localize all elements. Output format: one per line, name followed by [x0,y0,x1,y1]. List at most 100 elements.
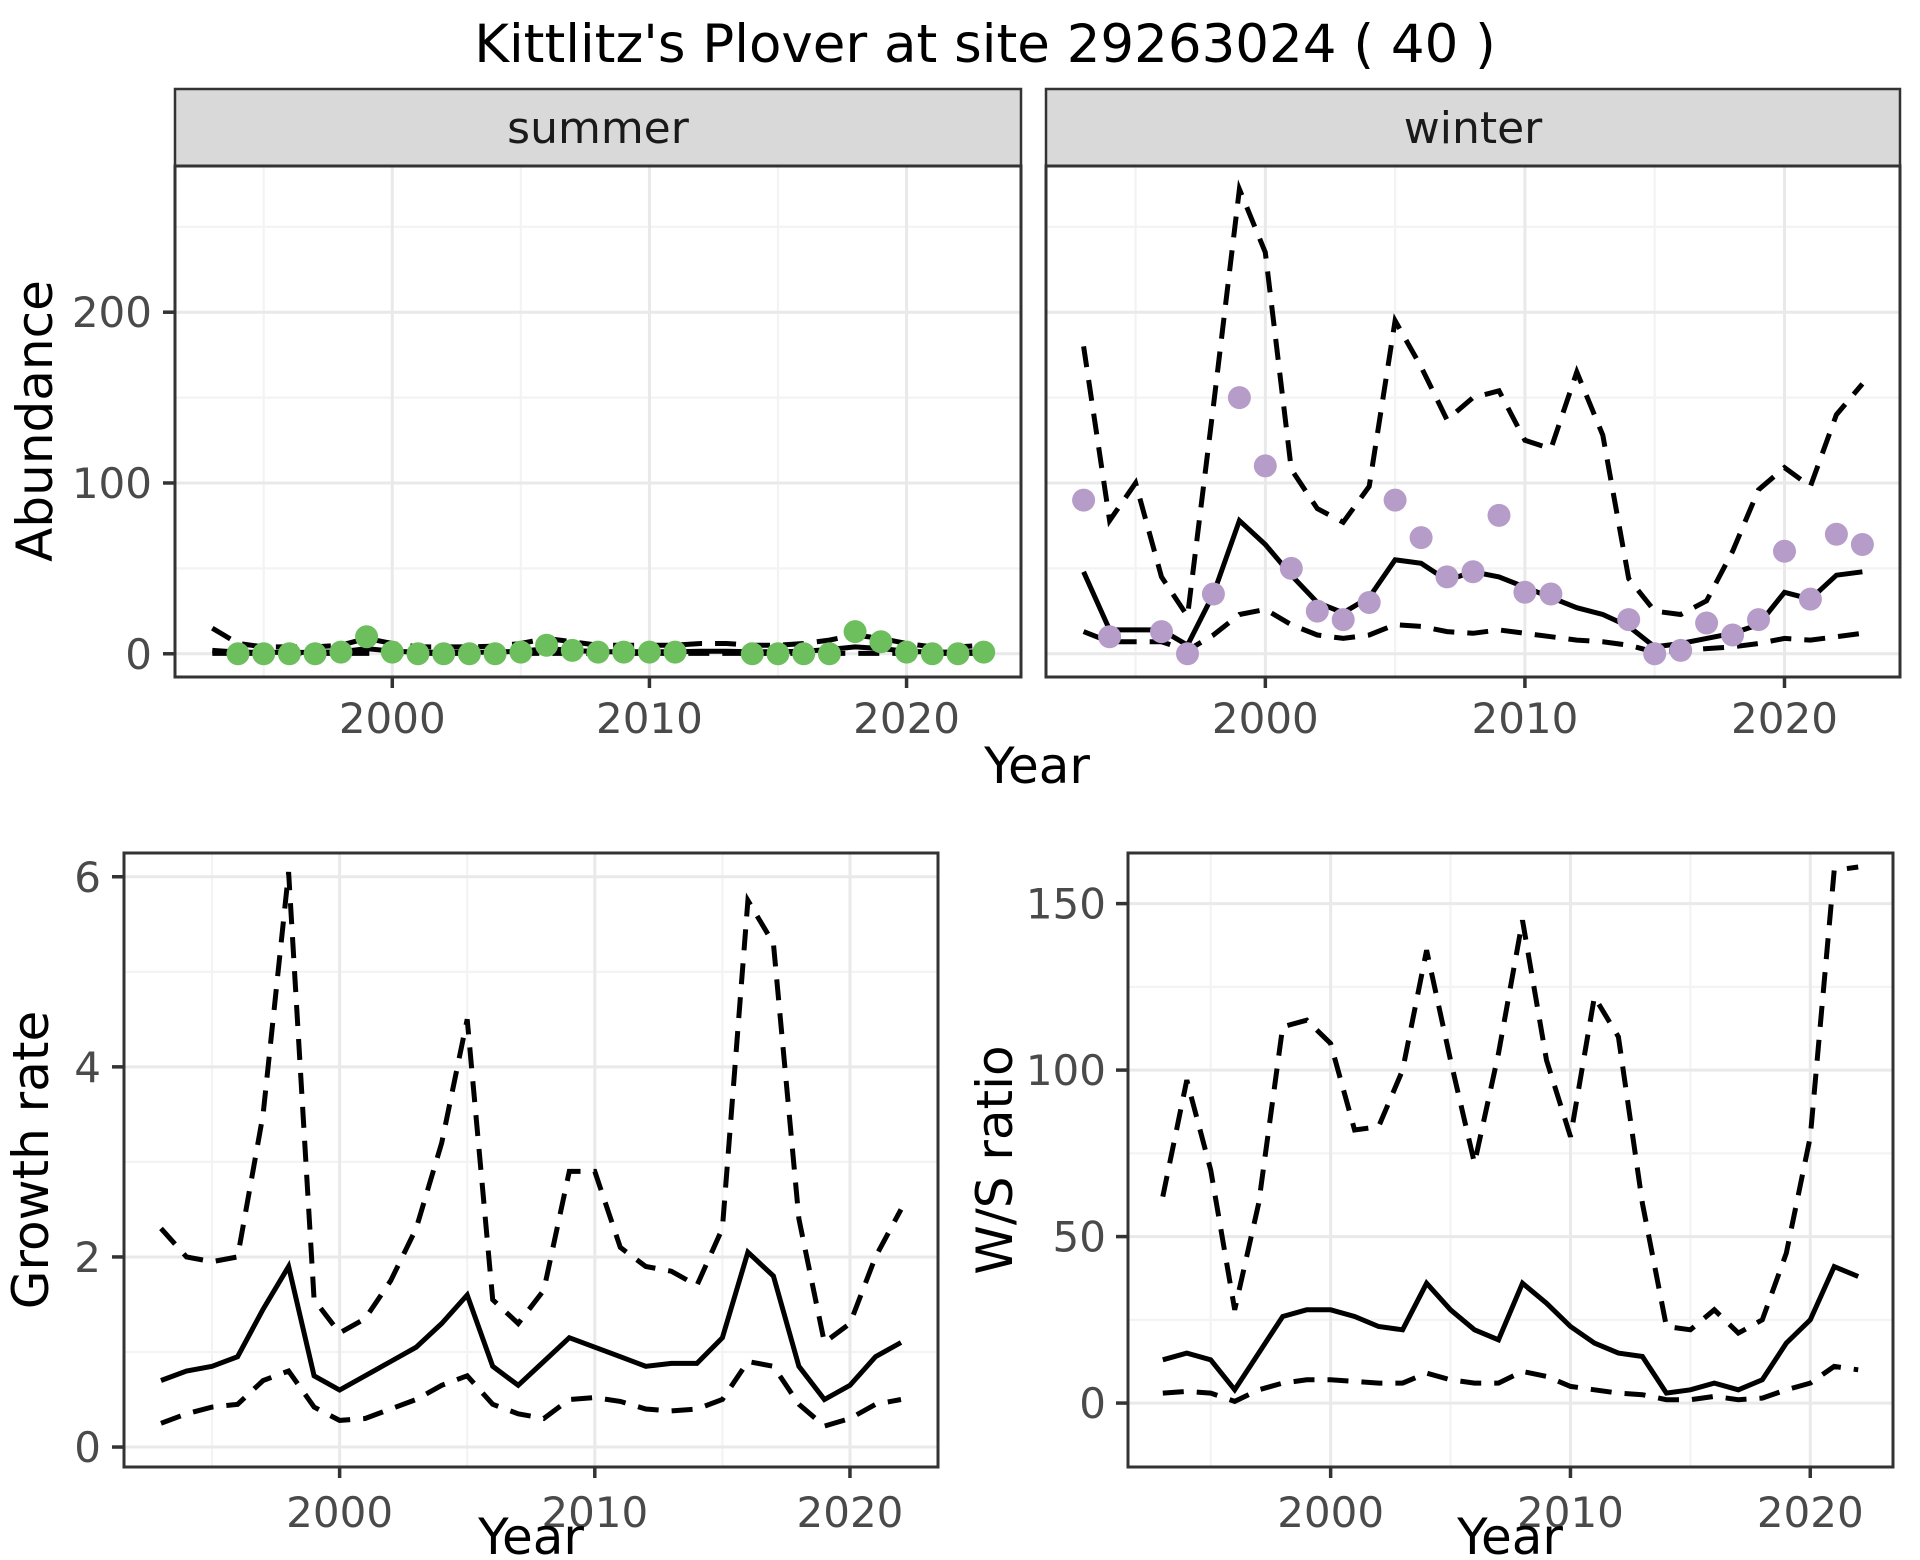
y-tick-label: 4 [74,1043,101,1092]
x-tick-label: 2010 [596,694,703,743]
data-point [843,620,867,644]
data-point [1150,620,1173,644]
data-point [637,640,661,664]
data-point [1513,580,1537,604]
y-tick-label: 150 [1026,880,1106,929]
panel-bg-growth [124,853,938,1467]
facet-strip-summer [173,87,1023,168]
gridlines-ratio [1128,853,1893,1467]
facet-strip-label-winter: winter [1404,103,1543,154]
data-layer-ratio [1160,864,1860,1405]
data-point [586,640,610,664]
data-point [920,642,944,666]
data-point [1617,608,1641,632]
data-point [1824,522,1848,546]
growth-year-axis-title: Year [477,1508,584,1560]
data-point [406,642,430,666]
data-point [1201,582,1225,606]
panel-border-summer [173,164,1023,679]
abundance-axis-title: Abundance [6,280,64,562]
y-tick-label: 0 [1079,1379,1106,1428]
panel-winter: 2000 2010 2020 [1044,87,1902,743]
data-point [1176,642,1199,666]
x-tick-label: 2010 [541,1488,648,1537]
x-tick-label: 2000 [286,1488,393,1537]
ci-line-growth [159,871,904,1347]
data-point [1253,454,1277,478]
data-point [1357,591,1381,614]
panel-growth: 2000 2010 2020 0 2 4 6 [74,851,940,1537]
gridlines-growth [124,853,938,1467]
data-point [509,640,533,664]
axis-ratio: 2000 2010 2020 0 50 100 150 [1026,880,1864,1537]
data-point [1721,623,1745,647]
data-point [740,642,764,666]
ci-line-growth [160,1358,902,1429]
x-tick-label: 2020 [853,694,960,743]
data-point [560,638,584,662]
ws-ratio-axis-title: W/S ratio [966,1045,1024,1274]
panel-border-ratio [1126,851,1895,1469]
data-point [895,640,919,664]
panel-summer: 2000 2010 2020 0 100 200 [72,87,1023,743]
x-tick-label: 2010 [1517,1488,1624,1537]
panel-border-winter [1044,164,1902,679]
data-point [483,642,507,666]
y-tick-label: 200 [72,288,152,337]
ci-line-ratio [1162,1363,1859,1405]
data-point [1487,503,1511,527]
data-point [1773,539,1796,563]
data-point [663,640,687,664]
data-point [535,633,559,657]
ratio-year-axis-title: Year [1456,1508,1563,1560]
data-layer-growth [159,871,904,1429]
observed-points-winter [1072,386,1874,666]
fit-line-growth [160,1247,903,1403]
data-point [1435,565,1459,589]
growth-rate-axis-title: Growth rate [2,1011,60,1309]
panel-bg-summer [175,166,1021,677]
data-point [303,642,327,666]
data-point [972,640,996,664]
x-tick-label: 2020 [1731,694,1838,743]
x-tick-label: 2000 [1212,694,1319,743]
data-point [766,642,790,666]
data-point [457,642,481,666]
data-point [226,642,250,666]
data-point [1305,599,1329,623]
data-point [1695,611,1719,635]
data-layer-summer [211,620,996,666]
data-point [1409,526,1433,550]
x-tick-label: 2000 [1277,1488,1384,1537]
data-point [1098,625,1122,649]
observed-points-summer [226,620,996,666]
data-point [1461,560,1485,584]
data-point [1227,386,1251,410]
data-point [252,642,276,666]
data-layer-winter [1072,179,1874,666]
axis-summer: 2000 2010 2020 0 100 200 [72,288,960,743]
ci-line-winter [1081,179,1865,624]
data-point [380,640,404,664]
facet-strip-label-summer: summer [507,103,690,154]
data-point [946,642,970,666]
data-point [817,642,841,666]
data-point [1747,608,1770,632]
data-point [355,625,379,649]
data-point [1669,638,1693,662]
panel-bg-ratio [1128,853,1893,1467]
panel-ratio: 2000 2010 2020 0 50 100 150 [1026,851,1895,1537]
data-point [792,642,816,666]
data-point [1072,488,1096,512]
data-point [1279,556,1303,580]
data-point [277,642,301,666]
y-tick-label: 0 [74,1423,101,1472]
ci-line-winter [1082,606,1863,655]
data-point [1539,582,1563,606]
y-tick-label: 50 [1053,1213,1106,1262]
fit-line-ratio [1162,1263,1860,1396]
chart-title: Kittlitz's Plover at site 29263024 ( 40 … [474,14,1496,75]
